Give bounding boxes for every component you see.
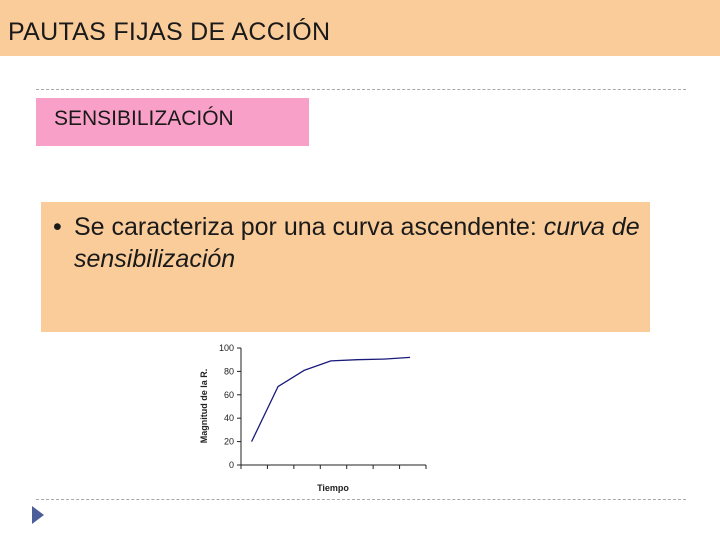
y-tick-label: 100 (219, 343, 234, 353)
slide-title: PAUTAS FIJAS DE ACCIÓN (8, 18, 331, 46)
series-line (251, 356, 411, 442)
y-tick-label: 0 (229, 460, 234, 470)
y-tick-label: 20 (224, 437, 234, 447)
triangle-right-icon (32, 506, 44, 524)
y-tick-label: 60 (224, 390, 234, 400)
bottom-dashed-divider (36, 499, 686, 500)
y-tick-label: 40 (224, 413, 234, 423)
title-bar: PAUTAS FIJAS DE ACCIÓN (0, 0, 720, 56)
x-ticks (240, 465, 427, 469)
bullet-text: Se caracteriza por una curva ascendente:… (74, 211, 644, 275)
y-tick-label: 80 (224, 366, 234, 376)
subtitle-box: SENSIBILIZACIÓN (36, 98, 309, 146)
x-axis-label: Tiempo (317, 483, 349, 493)
y-ticks: 0 20 40 60 80 100 (219, 343, 241, 470)
y-axis-label: Magnitud de la R. (199, 369, 209, 444)
chart-series (251, 356, 411, 442)
bullet-marker: • (53, 213, 62, 241)
content-box: • Se caracteriza por una curva ascendent… (41, 202, 650, 332)
chart-axes (240, 348, 426, 466)
sensitization-chart: Magnitud de la R. Tiempo 0 20 40 60 80 100 (199, 343, 427, 493)
top-dashed-divider (36, 89, 686, 90)
slide-subtitle: SENSIBILIZACIÓN (54, 107, 234, 130)
bullet-text-italic: curva de sensibilización (74, 213, 640, 273)
bullet-text-plain: Se caracteriza por una curva ascendente: (74, 213, 544, 241)
